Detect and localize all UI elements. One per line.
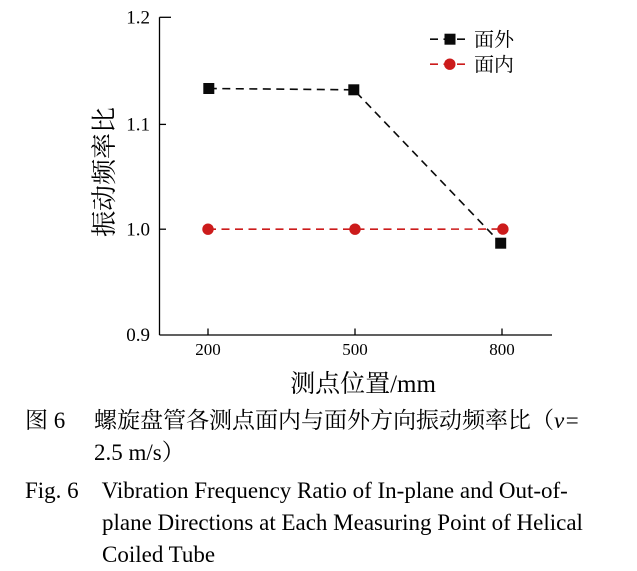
svg-text:0.9: 0.9 — [126, 325, 150, 346]
svg-text:面内: 面内 — [474, 49, 514, 78]
svg-text:500: 500 — [342, 340, 368, 359]
svg-text:200: 200 — [195, 340, 221, 359]
svg-text:1.0: 1.0 — [126, 219, 150, 240]
svg-text:800: 800 — [489, 340, 515, 359]
svg-text:1.2: 1.2 — [126, 8, 150, 29]
svg-text:测点位置/mm: 测点位置/mm — [290, 364, 436, 400]
svg-text:1.1: 1.1 — [126, 115, 150, 136]
svg-text:振动频率比: 振动频率比 — [84, 107, 121, 237]
